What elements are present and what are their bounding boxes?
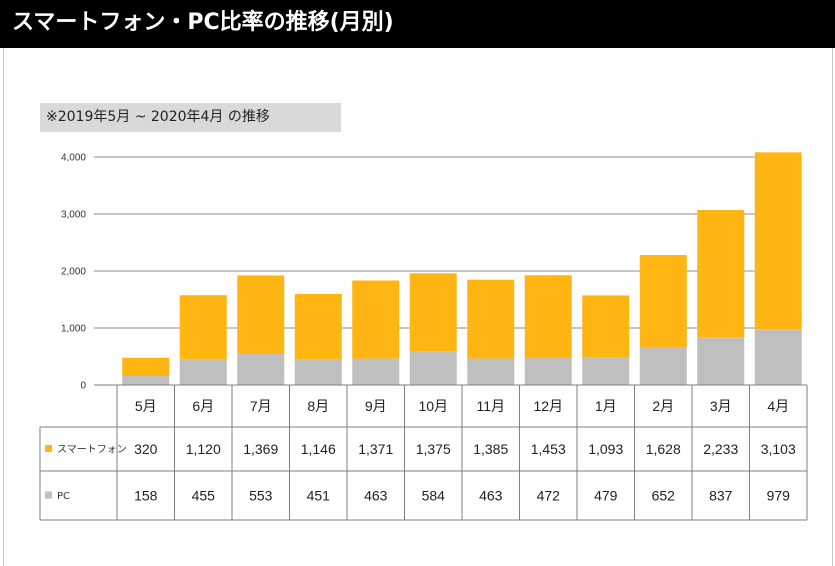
frame-right-border [832,48,833,566]
bar-smartphone [697,210,745,338]
bar-smartphone [409,273,457,352]
data-label: 837 [709,488,733,504]
data-label: 1,385 [473,441,508,457]
y-tick-label: 2,000 [61,267,86,278]
page-title: スマートフォン・PC比率の推移(月別) [12,10,394,35]
bar-pc [122,375,170,385]
frame-left-border [3,48,4,566]
bar-smartphone [582,295,630,358]
data-label: 584 [422,488,446,504]
bar-pc [582,357,630,385]
legend-key [45,445,52,452]
data-label: 320 [134,441,158,457]
data-label: 553 [249,488,273,504]
data-label: 158 [134,488,158,504]
bar-pc [352,358,400,385]
bar-pc [409,351,457,385]
x-tick-label: 1月 [595,398,617,414]
bar-pc [179,359,227,385]
title-bar: スマートフォン・PC比率の推移(月別) [0,0,835,48]
x-tick-label: 6月 [192,398,214,414]
bar-smartphone [524,275,572,359]
data-label: 463 [479,488,503,504]
bar-pc [237,353,285,385]
data-label: 1,369 [243,441,278,457]
bar-smartphone [122,357,170,376]
bar-pc [639,347,687,385]
bar-pc [524,358,572,385]
x-tick-label: 8月 [307,398,329,414]
bar-pc [294,359,342,385]
legend-key [45,491,52,499]
data-label: 2,233 [703,441,738,457]
data-label: 3,103 [761,441,796,457]
legend-label: スマートフォン [57,445,127,456]
x-tick-label: 10月 [418,398,448,414]
data-label: 472 [537,488,561,504]
y-tick-label: 0 [80,381,86,392]
bar-smartphone [237,275,285,354]
data-label: 479 [594,488,618,504]
data-label: 652 [652,488,676,504]
x-tick-label: 9月 [365,398,387,414]
bar-smartphone [639,255,687,348]
x-tick-label: 12月 [533,398,563,414]
data-label: 1,371 [358,441,393,457]
chart-subtitle: ※2019年5月 ~ 2020年4月 の推移 [40,103,341,132]
bar-smartphone [294,293,342,360]
bar-smartphone [179,295,227,360]
x-tick-label: 2月 [652,398,674,414]
data-label: 1,375 [416,441,451,457]
bar-pc [697,337,745,385]
data-label: 463 [364,488,388,504]
x-tick-label: 11月 [476,398,505,414]
bar-smartphone [467,279,515,359]
x-tick-label: 3月 [710,398,732,414]
y-tick-label: 3,000 [61,210,86,221]
legend-label: PC [57,491,70,502]
data-label: 1,628 [646,441,681,457]
data-label: 455 [192,488,216,504]
y-tick-label: 4,000 [61,153,86,164]
data-label: 451 [307,488,331,504]
bar-pc [754,329,802,385]
data-label: 1,146 [301,441,336,457]
data-label: 1,453 [531,441,566,457]
data-label: 979 [767,488,791,504]
x-tick-label: 7月 [250,398,272,414]
y-tick-label: 1,000 [61,324,86,335]
data-label: 1,120 [186,441,221,457]
bar-smartphone [754,152,802,330]
x-tick-label: 5月 [135,398,157,414]
bar-smartphone [352,280,400,359]
bar-pc [467,358,515,385]
data-label: 1,093 [588,441,623,457]
x-tick-label: 4月 [767,398,789,414]
